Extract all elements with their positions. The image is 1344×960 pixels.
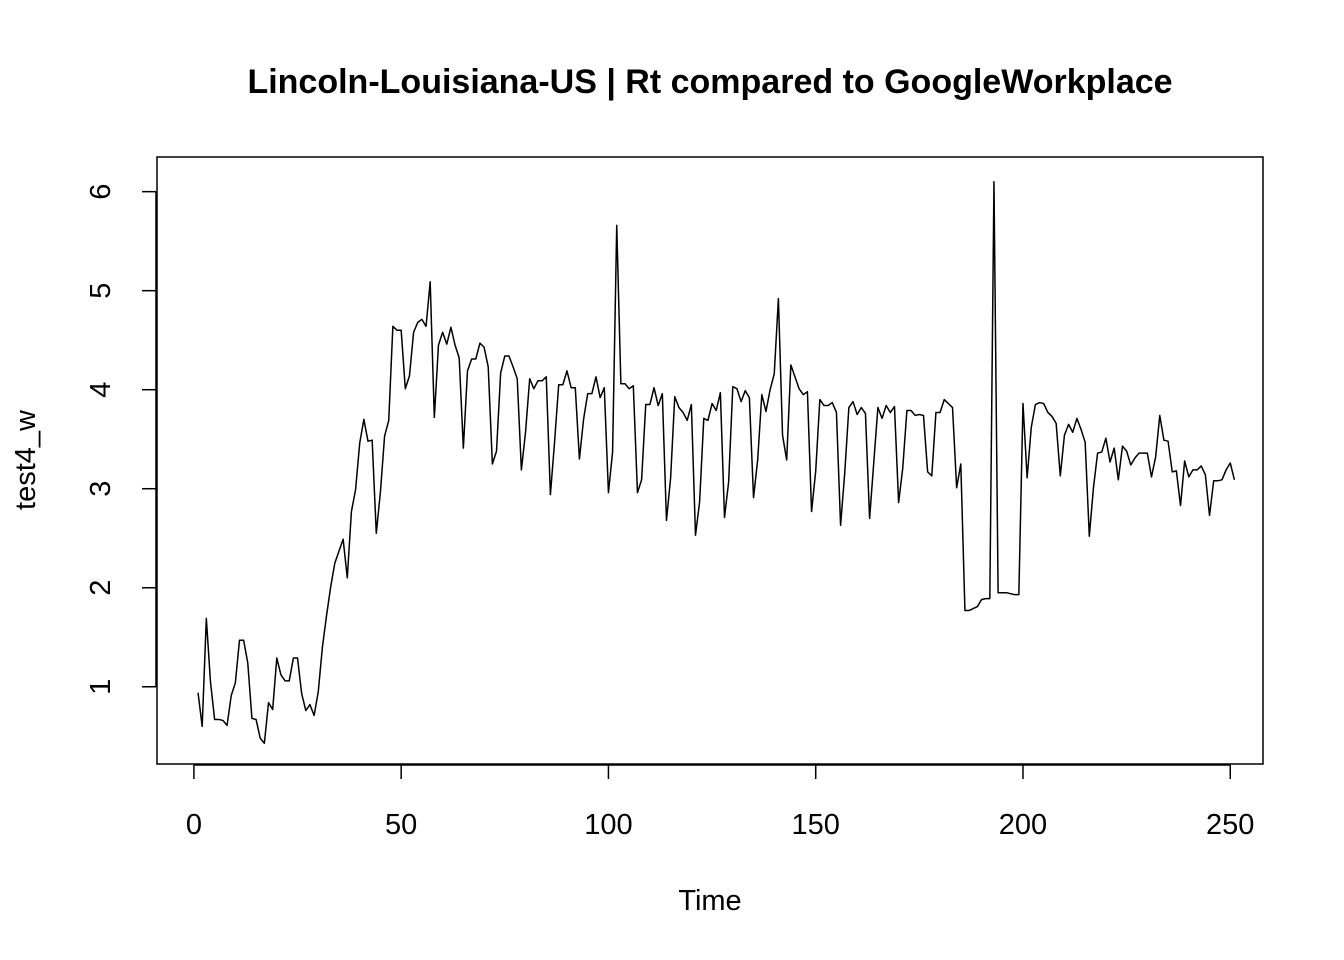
x-tick-label: 200 (999, 809, 1047, 841)
x-tick-label: 0 (186, 809, 202, 841)
x-tick-label: 250 (1206, 809, 1254, 841)
y-axis: 1 2 3 4 5 6 (85, 184, 157, 695)
y-tick-label: 5 (85, 283, 117, 299)
y-tick-label: 3 (85, 481, 117, 497)
y-tick-label: 4 (85, 382, 117, 398)
x-axis-label: Time (678, 885, 741, 917)
y-axis-label: test4_w (10, 409, 42, 510)
plot-area-frame (156, 156, 1264, 765)
x-tick-label: 150 (792, 809, 840, 841)
x-tick-label: 50 (385, 809, 417, 841)
y-tick-label: 6 (85, 184, 117, 200)
y-tick-label: 1 (85, 679, 117, 695)
chart-title: Lincoln-Louisiana-US | Rt compared to Go… (247, 63, 1172, 101)
y-tick-label: 2 (85, 580, 117, 596)
x-tick-label: 100 (584, 809, 632, 841)
x-axis: 0 50 100 150 200 250 (186, 764, 1254, 841)
series-line (197, 181, 1236, 744)
